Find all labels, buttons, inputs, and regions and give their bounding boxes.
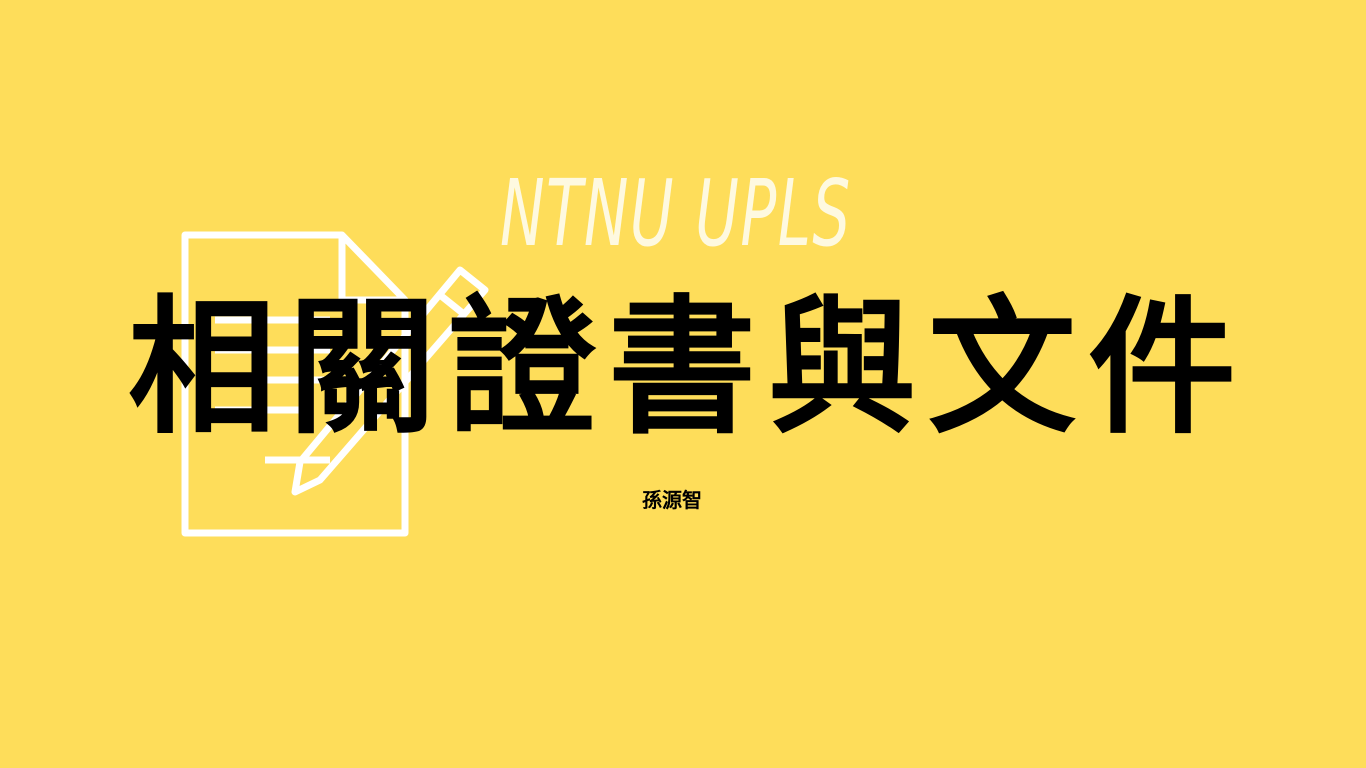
title: 相關證書與文件 (128, 282, 1248, 454)
author: 孫源智 (642, 488, 702, 512)
subtitle: NTNU UPLS (500, 160, 852, 267)
